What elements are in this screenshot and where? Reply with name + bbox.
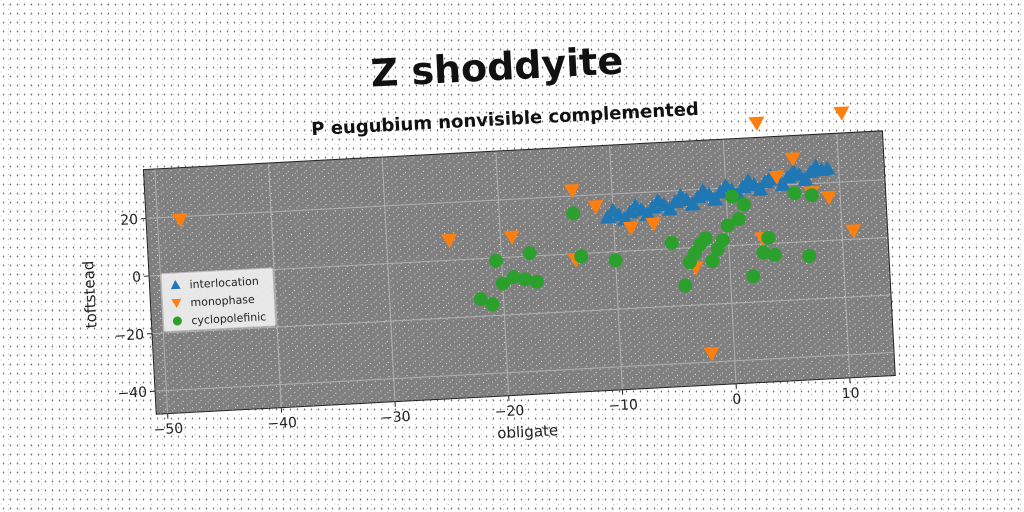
x-grid-line	[381, 157, 396, 402]
cyclopolefinic-point	[746, 269, 761, 284]
x-tick-label: 10	[841, 385, 860, 402]
y-tick-label: 20	[120, 212, 139, 229]
cyclopolefinic-point	[522, 246, 537, 261]
legend-box	[160, 267, 277, 333]
legend-marker-cyclopolefinic	[172, 316, 182, 326]
monophase-point	[563, 183, 580, 199]
y-tick-label: −20	[114, 327, 144, 345]
series-layer	[171, 106, 862, 362]
legend-marker-interlocation	[170, 280, 181, 290]
cyclopolefinic-point	[488, 253, 503, 268]
cyclopolefinic-point	[724, 189, 739, 204]
legend-label-monophase: monophase	[190, 293, 255, 309]
interlocation-point	[662, 201, 679, 216]
interlocation-point	[808, 158, 825, 173]
x-tick-label: −50	[153, 421, 183, 439]
legend-label-interlocation: interlocation	[189, 275, 259, 292]
y-tick-label: 0	[132, 269, 142, 285]
y-axis-label: toftstead	[79, 260, 101, 328]
x-grid-line	[154, 168, 169, 414]
cyclopolefinic-point	[485, 297, 500, 312]
interlocation-point	[774, 176, 791, 192]
cyclopolefinic-point	[720, 218, 735, 233]
monophase-point	[833, 106, 850, 121]
monophase-point	[587, 200, 604, 215]
monophase-point	[645, 217, 662, 232]
cyclopolefinic-point	[715, 233, 730, 248]
x-grid-line	[495, 151, 510, 396]
interlocation-point	[707, 191, 724, 207]
x-grid-line	[609, 145, 623, 390]
interlocation-point	[672, 187, 689, 203]
cyclopolefinic-point	[787, 186, 802, 201]
x-grid-line	[268, 162, 282, 408]
x-tick-label: −40	[267, 415, 297, 433]
cyclopolefinic-point	[529, 274, 544, 289]
interlocation-point	[718, 178, 735, 193]
y-grid-line	[152, 294, 892, 335]
monophase-point	[768, 170, 785, 185]
cyclopolefinic-point	[756, 245, 771, 260]
cyclopolefinic-point	[802, 248, 817, 263]
x-tick-label: −20	[494, 403, 524, 421]
x-grid-line	[836, 133, 851, 378]
interlocation-point	[605, 202, 622, 218]
monophase-point	[503, 230, 520, 245]
cyclopolefinic-point	[495, 276, 510, 291]
interlocation-point	[627, 197, 644, 213]
cyclopolefinic-point	[506, 270, 521, 285]
chart-subtitle: P eugubium nonvisible complemented	[311, 99, 699, 140]
cyclopolefinic-point	[705, 253, 720, 268]
interlocation-point	[639, 206, 656, 221]
interlocation-point	[752, 181, 769, 197]
cyclopolefinic-point	[736, 197, 751, 212]
cyclopolefinic-point	[761, 230, 776, 245]
x-axis-label: obligate	[497, 421, 559, 442]
y-grid-line	[155, 351, 895, 392]
legend: interlocation monophase cyclopolefinic	[160, 267, 277, 333]
cyclopolefinic-point	[664, 235, 679, 250]
x-tick-label: 0	[732, 392, 742, 408]
plot-area-noise	[143, 130, 896, 415]
cyclopolefinic-point	[678, 278, 693, 293]
legend-marker-monophase	[171, 298, 182, 308]
series-cyclopolefinic	[473, 186, 819, 312]
monophase-point	[820, 190, 837, 206]
y-tick-label: −40	[117, 385, 147, 403]
cyclopolefinic-point	[566, 206, 581, 221]
monophase-point	[748, 116, 765, 131]
monophase-point	[845, 224, 862, 239]
chart-title: Z shoddyite	[370, 38, 625, 95]
cyclopolefinic-point	[698, 231, 713, 246]
x-tick-label: −30	[381, 409, 411, 427]
interlocation-point	[684, 196, 701, 211]
tick-layer: −50 −40 −30 −20 −10 0 10 −40 −20 0 20	[114, 212, 860, 439]
monophase-point	[440, 233, 457, 249]
series-interlocation	[599, 158, 836, 226]
cyclopolefinic-point	[608, 253, 623, 268]
interlocation-point	[650, 192, 667, 208]
interlocation-point	[797, 171, 814, 187]
monophase-point	[703, 346, 720, 362]
plot-frame	[142, 130, 896, 415]
monophase-point	[171, 213, 188, 228]
interlocation-point	[695, 183, 712, 198]
cyclopolefinic-point	[518, 272, 533, 287]
monophase-point	[622, 221, 639, 236]
interlocation-point	[785, 163, 802, 178]
legend-label-cyclopolefinic: cyclopolefinic	[191, 310, 267, 327]
monophase-point	[784, 152, 801, 167]
cyclopolefinic-point	[804, 188, 819, 203]
cyclopolefinic-point	[767, 247, 782, 262]
interlocation-point	[740, 173, 757, 188]
cyclopolefinic-point	[473, 292, 488, 307]
x-tick-label: −10	[608, 397, 638, 415]
chart-axes-group: −50 −40 −30 −20 −10 0 10 −40 −20 0 20 obligate tof…	[79, 106, 896, 442]
cyclopolefinic-point	[574, 249, 589, 264]
cyclopolefinic-point	[731, 212, 746, 227]
